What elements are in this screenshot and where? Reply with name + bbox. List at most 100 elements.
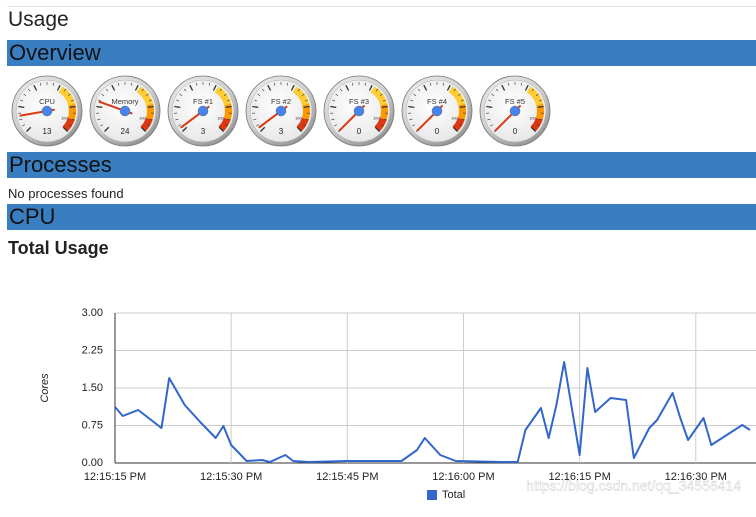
gauge-tick: [408, 105, 415, 109]
gauge-tick: [56, 84, 61, 91]
gauge-max-label: 100: [529, 116, 536, 121]
legend-label: Total: [442, 489, 465, 501]
gauge-tick: [176, 99, 180, 102]
gauge-label: FS #1: [193, 97, 213, 106]
gauge-value: 3: [201, 127, 206, 136]
gauge-tick: [490, 124, 493, 127]
gauge-tick: [182, 126, 188, 132]
gauge-tick: [345, 84, 350, 91]
watermark: https://blog.csdn.net/qq_34556414: [526, 478, 741, 494]
gauge-tick: [97, 118, 101, 121]
gauge-tick: [117, 82, 120, 86]
gauge-tick: [304, 99, 308, 102]
gauge-tick: [417, 88, 421, 92]
gauge-tick: [208, 82, 211, 86]
gauge-max-label: 100: [451, 116, 458, 121]
gauge-value: 3: [279, 127, 284, 136]
gauge-tick: [410, 99, 414, 102]
gauge-max-label: 100: [373, 116, 380, 121]
gauge-tick: [23, 93, 27, 96]
chart-heading: Total Usage: [8, 238, 109, 258]
gauge-tick: [39, 82, 42, 86]
gauge-tick: [174, 105, 181, 109]
gauge-tick: [364, 82, 367, 86]
gauge-value: 0: [357, 127, 362, 136]
gauge-tick: [487, 118, 491, 121]
gauge-tick: [286, 82, 289, 86]
x-tick-label: 12:15:45 PM: [316, 471, 378, 483]
gauge-tick: [301, 93, 305, 96]
gauge-tick: [296, 126, 302, 132]
gauge-band: [452, 117, 465, 132]
gauge-tick: [381, 124, 384, 127]
gauge-tick: [339, 88, 343, 92]
processes-message: No processes found: [8, 186, 124, 201]
gauge-tick: [303, 105, 310, 109]
gauge-tick: [413, 93, 417, 96]
gauge-tick: [27, 88, 31, 92]
gauge-tick: [69, 105, 76, 109]
gauge-tick: [19, 118, 23, 121]
gauge-tick: [382, 99, 386, 102]
gauge-tick: [252, 105, 259, 109]
gauge-tick: [539, 118, 543, 121]
x-tick-label: 12:16:30 PM: [665, 471, 727, 483]
gauge-tick: [130, 82, 133, 86]
gauge-tick: [486, 105, 493, 109]
gauge-tick: [71, 118, 75, 121]
gauge-tick: [538, 99, 542, 102]
gauge-tick: [374, 126, 380, 132]
gauge-tick: [178, 124, 181, 127]
x-tick-label: 12:15:30 PM: [200, 471, 262, 483]
gauge-tick: [18, 105, 25, 109]
gauge-tick: [446, 84, 451, 91]
gauge-tick: [331, 118, 335, 121]
gauge-tick: [33, 84, 38, 91]
gauge-label: FS #5: [505, 97, 525, 106]
gauge-tick: [379, 93, 383, 96]
gauge-hub: [431, 105, 443, 117]
gauge-tick: [537, 105, 544, 109]
gauge-tick: [442, 82, 445, 86]
gauge-tick: [140, 126, 146, 132]
gauge-tick: [175, 118, 179, 121]
gauge-tick: [375, 88, 379, 92]
y-tick-label: 0.75: [82, 419, 103, 431]
gauge-tick: [381, 105, 388, 109]
gauge-max-label: 100: [295, 116, 302, 121]
gauge-tick: [145, 93, 149, 96]
gauge-tick: [256, 124, 259, 127]
gauge-tick: [62, 126, 68, 132]
gauge-tick: [219, 88, 223, 92]
gauge-tick: [267, 84, 272, 91]
gauge-tick: [195, 82, 198, 86]
gauge-tick: [149, 118, 153, 121]
gauge-hub: [509, 105, 521, 117]
gauge-band: [140, 117, 153, 132]
gauge-tick: [141, 88, 145, 92]
gauge-value: 0: [435, 127, 440, 136]
gauge-tick: [70, 99, 74, 102]
gauge-value: 0: [513, 127, 518, 136]
gauge-tick: [212, 84, 217, 91]
gauge-tick: [218, 126, 224, 132]
gauge-tick: [368, 84, 373, 91]
gauge-band: [296, 117, 309, 132]
y-tick-label: 1.50: [82, 382, 103, 394]
gauge-value: 24: [121, 127, 130, 136]
gauge-tick: [183, 88, 187, 92]
gauge-tick: [535, 93, 539, 96]
gauge-tick: [461, 118, 465, 121]
gauge-tick: [330, 105, 337, 109]
section-header: Overview: [7, 40, 756, 66]
gauge-tick: [537, 124, 540, 127]
gauge-tick: [507, 82, 510, 86]
gauge-tick: [104, 126, 110, 132]
section-header: CPU: [7, 204, 756, 230]
gauge-tick: [334, 124, 337, 127]
gauge-label: Memory: [111, 97, 138, 106]
y-tick-label: 3.00: [82, 307, 103, 319]
gauge-tick: [223, 93, 227, 96]
